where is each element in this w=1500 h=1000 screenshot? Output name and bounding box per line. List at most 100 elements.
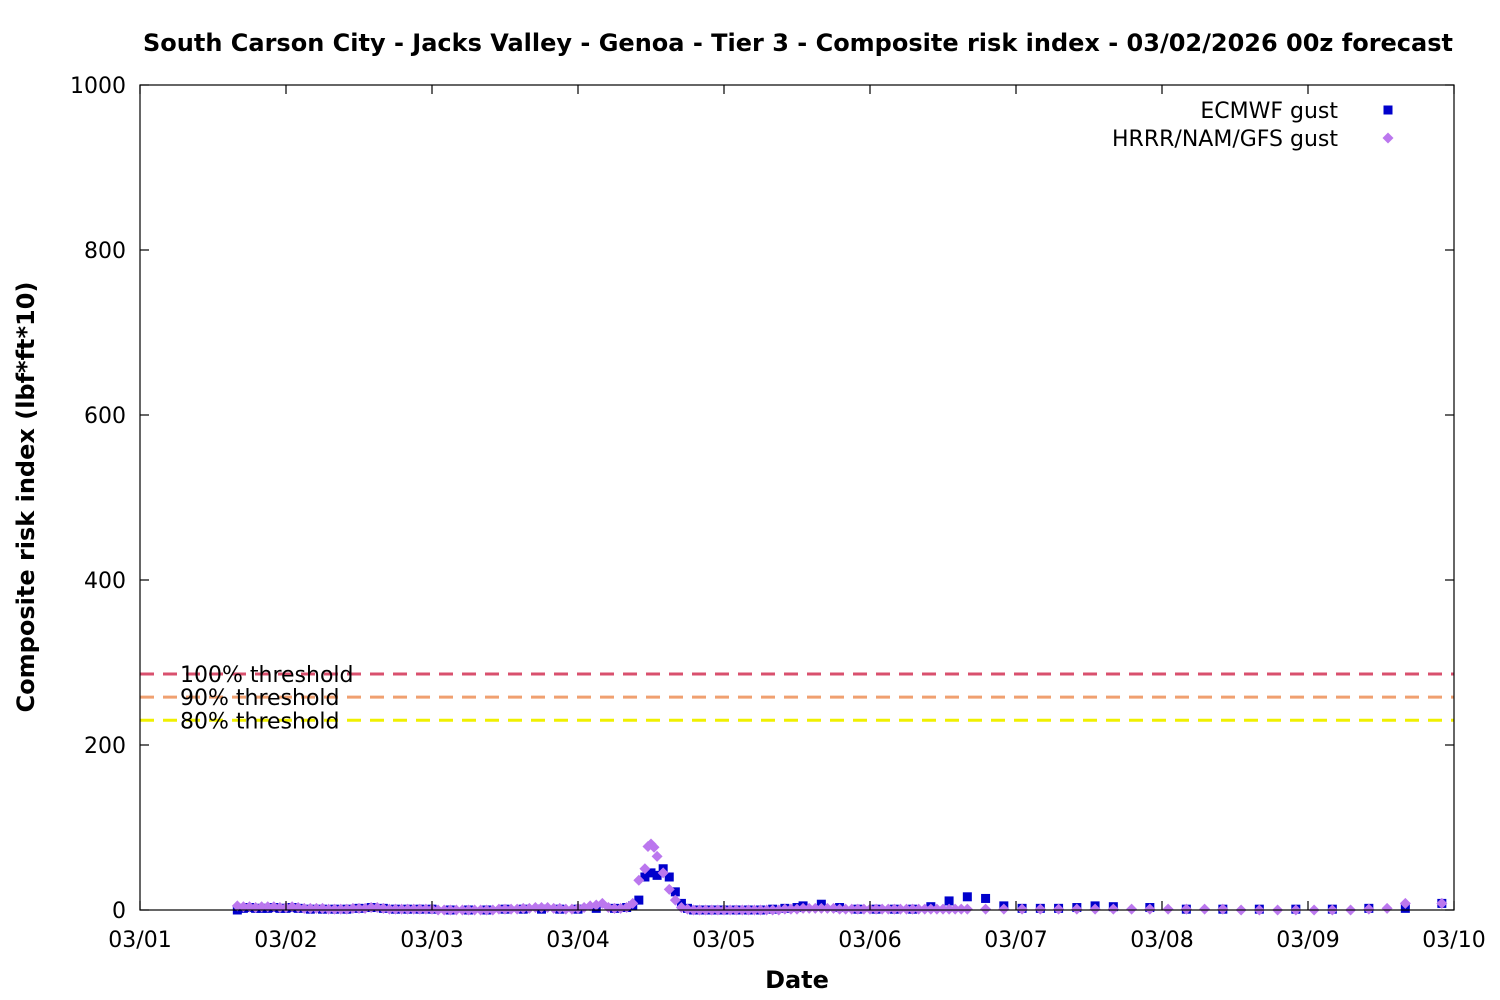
x-tick-label: 03/10 [1422,928,1485,953]
threshold-label: 100% threshold [180,663,354,688]
data-point [981,893,991,903]
data-point [1034,903,1046,915]
data-point [852,903,864,915]
data-point [907,903,919,915]
data-point [809,902,821,914]
data-point [670,887,680,897]
data-point [980,903,992,915]
data-point [882,903,894,915]
axis-layer: 03/01 03/02 03/03 03/04 03/05 03/06 03/07 03/08… [70,74,1486,953]
data-point [1436,897,1448,909]
y-tick-label: 200 [84,734,126,759]
data-point [505,903,517,915]
data-point [499,903,511,915]
data-point [803,902,815,914]
data-point [493,903,505,915]
data-point [323,903,335,915]
data-point [1144,903,1156,915]
data-point [408,903,420,915]
chart-title: South Carson City - Jacks Valley - Genoa… [143,29,1453,57]
data-point [913,903,925,915]
data-point [402,903,414,915]
data-point [1180,903,1192,915]
data-point [1126,903,1138,915]
data-point [944,896,954,906]
data-point [919,903,931,915]
data-point [815,902,827,914]
y-tick-label: 1000 [70,74,126,99]
x-tick-label: 03/03 [400,928,463,953]
data-point [304,902,316,914]
data-point [1399,897,1411,909]
plot-frame [139,84,1455,911]
data-point [888,903,900,915]
data-point [846,903,858,915]
data-point [821,902,833,914]
data-point [640,872,650,882]
legend-label: HRRR/NAM/GFS gust [1112,127,1338,152]
y-tick-label: 0 [112,899,126,924]
y-tick-label: 800 [84,239,126,264]
data-point [785,903,797,915]
x-tick-label: 03/09 [1276,928,1339,953]
data-point [310,902,322,914]
legend-marker [1383,105,1393,115]
data-point [657,867,669,879]
x-tick-label: 03/01 [108,928,171,953]
x-tick-label: 03/07 [984,928,1047,953]
data-point [998,903,1010,915]
data-point [639,863,651,875]
data-point [517,902,529,914]
data-point [353,902,365,914]
data-point [664,872,674,882]
x-tick-label: 03/04 [546,928,609,953]
data-point [931,903,943,915]
data-point [937,903,949,915]
data-point [1016,903,1028,915]
data-point [652,870,662,880]
data-point [1217,903,1229,915]
legend-marker [1382,132,1394,144]
data-point [383,903,395,915]
x-tick-label: 03/08 [1130,928,1193,953]
data-point [943,903,955,915]
data-point [420,903,432,915]
data-point [669,894,681,906]
data-point [609,902,620,914]
data-point [663,883,675,895]
data-point [560,903,572,915]
data-point [648,841,660,853]
data-point [1199,903,1211,915]
data-point [329,903,341,915]
y-tick-label: 600 [84,404,126,429]
data-point [646,868,656,878]
y-tick-label: 400 [84,569,126,594]
data-point [1107,903,1119,915]
data-point [870,903,882,915]
data-point [396,903,408,915]
data-point [1053,903,1065,915]
data-point [1381,902,1393,914]
data-point [925,903,937,915]
data-point [634,895,644,905]
data-point [962,892,972,902]
x-tick-label: 03/05 [692,928,755,953]
data-point [876,903,888,915]
data-point [347,902,359,914]
y-axis-label: Composite risk index (lbf*ft*10) [12,282,40,713]
legend-label: ECMWF gust [1200,99,1338,124]
data-point [955,903,967,915]
x-tick-label: 03/02 [254,928,317,953]
data-point [949,903,961,915]
data-point [1162,903,1174,915]
threshold-label: 80% threshold [180,709,340,734]
data-point [633,874,645,886]
data-point [858,903,870,915]
data-point [335,903,347,915]
data-point [961,903,973,915]
data-point [840,903,852,915]
data-point [1071,903,1083,915]
data-point [651,850,663,862]
